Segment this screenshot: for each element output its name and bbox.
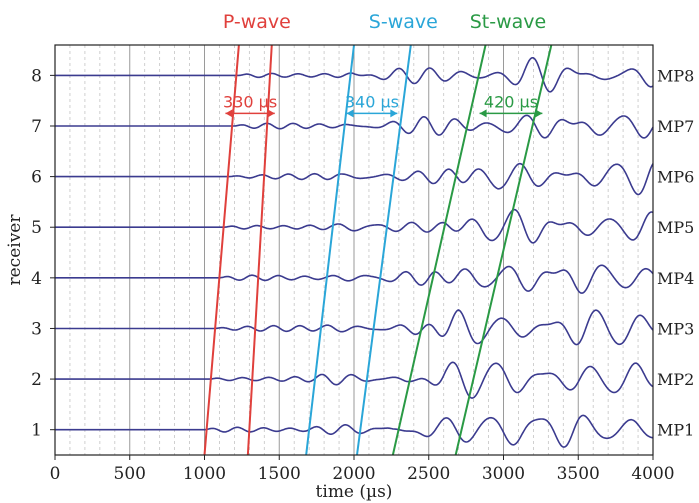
x-tick-label: 2000	[332, 464, 375, 484]
y-tick-label: 7	[31, 117, 42, 137]
st-wave-label: St-wave	[470, 11, 546, 33]
receiver-label: MP7	[657, 117, 694, 136]
y-tick-label: 2	[31, 370, 42, 390]
receiver-label: MP3	[657, 319, 694, 338]
interval-label: 340 µs	[345, 92, 399, 111]
trace-mp2	[55, 361, 654, 399]
arrow-head-left	[479, 109, 487, 118]
receiver-label: MP4	[657, 269, 694, 288]
x-tick-label: 4000	[631, 464, 674, 484]
arrow-head-left	[346, 109, 354, 118]
x-tick-label: 3500	[557, 464, 600, 484]
trace-mp5	[55, 208, 654, 244]
y-tick-label: 4	[31, 269, 42, 289]
x-tick-label: 0	[50, 464, 61, 484]
y-tick-label: 6	[31, 168, 42, 188]
x-tick-label: 1500	[258, 464, 301, 484]
receiver-label: MP6	[657, 168, 694, 187]
x-tick-label: 1000	[183, 464, 226, 484]
trace-mp4	[55, 264, 654, 294]
axis-ticks: 0 500 1000 1500 2000 2500 3000 3500 4000 1 2 3 4 5 6 7 8	[31, 66, 674, 484]
p-wave-label: P-wave	[223, 11, 291, 33]
receiver-label: MP2	[657, 370, 694, 389]
trace-mp8	[55, 57, 654, 93]
arrow-head-right	[535, 109, 543, 118]
x-tick-label: 3000	[482, 464, 525, 484]
trace-mp6	[55, 162, 654, 196]
arrow-head-right	[267, 109, 275, 118]
arrow-head-left	[225, 109, 233, 118]
s-wave-label: S-wave	[369, 11, 438, 33]
s-wave-start-line	[305, 44, 355, 456]
x-axis-title: time (µs)	[316, 482, 393, 502]
trace-mp1	[55, 414, 654, 448]
interval-label: 330 µs	[223, 92, 277, 111]
y-tick-label: 1	[31, 421, 42, 441]
receiver-label: MP8	[657, 66, 694, 85]
s-wave-end-line	[355, 44, 412, 456]
trace-mp3	[55, 309, 654, 346]
receiver-traces	[55, 57, 654, 448]
trace-mp7	[55, 114, 654, 139]
y-axis-title: receiver	[5, 214, 25, 286]
y-tick-label: 8	[31, 66, 42, 86]
x-tick-label: 500	[114, 464, 146, 484]
st-wave-start-line	[391, 44, 487, 456]
arrow-head-right	[390, 109, 398, 118]
y-tick-label: 5	[31, 218, 42, 238]
receiver-label: MP1	[657, 421, 694, 440]
labels: time (µs) receiver MP1 MP2 MP3 MP4 MP5 MP6 MP7 MP…	[5, 11, 694, 502]
y-tick-label: 3	[31, 319, 42, 339]
receiver-label: MP5	[657, 218, 694, 237]
x-tick-label: 2500	[407, 464, 450, 484]
interval-label: 420 µs	[484, 92, 538, 111]
